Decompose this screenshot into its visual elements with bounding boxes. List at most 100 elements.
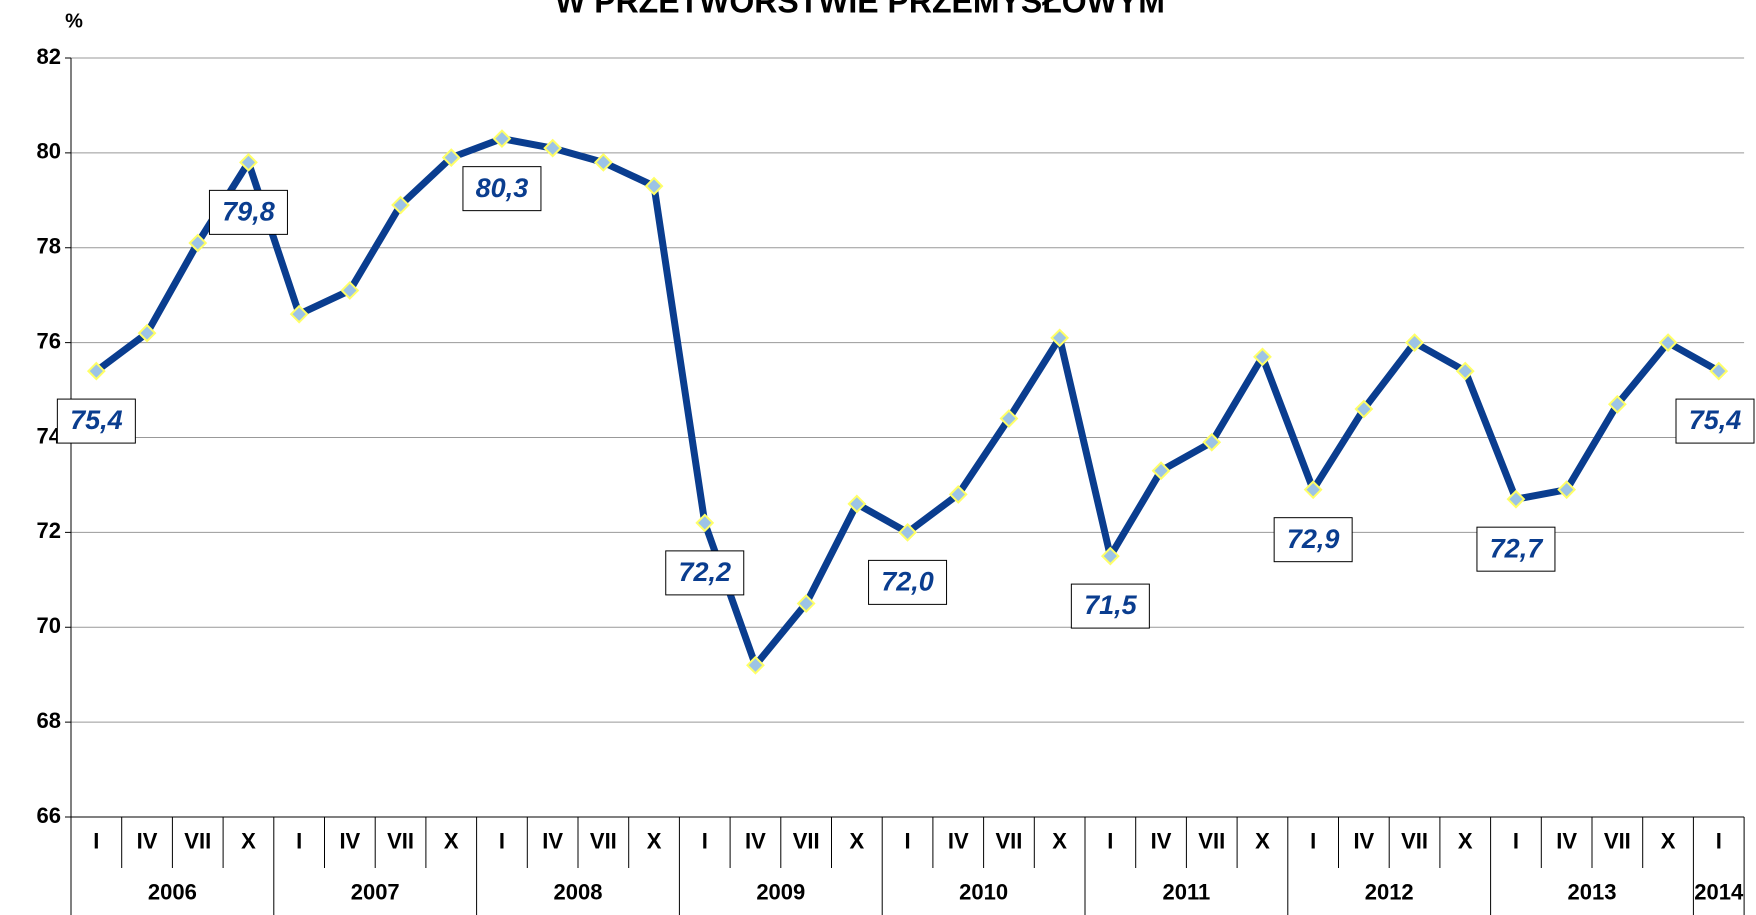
year-label: 2011 bbox=[1163, 879, 1211, 904]
x-tick-label: VII bbox=[1604, 828, 1631, 853]
marker bbox=[543, 138, 563, 158]
marker bbox=[999, 409, 1019, 428]
y-tick-label: 80 bbox=[37, 139, 61, 164]
x-tick-label: X bbox=[1458, 828, 1473, 853]
marker bbox=[593, 152, 613, 172]
marker bbox=[1354, 399, 1374, 419]
x-tick-label: VII bbox=[1198, 828, 1225, 853]
year-label: 2009 bbox=[756, 879, 805, 904]
value-label-box bbox=[1476, 526, 1556, 572]
y-tick-label: 70 bbox=[37, 613, 61, 638]
marker bbox=[1202, 432, 1222, 452]
x-tick-label: I bbox=[93, 828, 99, 853]
value-label-box bbox=[1273, 517, 1353, 563]
y-tick-label: 66 bbox=[37, 803, 61, 828]
value-label: 72,2 bbox=[678, 557, 731, 587]
year-label: 2010 bbox=[959, 879, 1008, 904]
x-tick-label: X bbox=[850, 828, 865, 853]
chart-title: W PRZETWÓRSTWIE PRZEMYSŁOWYM bbox=[555, 0, 1165, 19]
marker bbox=[644, 176, 664, 196]
marker bbox=[1151, 461, 1171, 481]
x-tick-label: I bbox=[1310, 828, 1316, 853]
x-tick-label: I bbox=[296, 828, 302, 853]
value-label: 72,0 bbox=[881, 567, 934, 597]
marker bbox=[948, 485, 968, 504]
marker bbox=[492, 129, 512, 149]
marker bbox=[86, 361, 106, 381]
x-tick-label: IV bbox=[137, 828, 158, 853]
value-label-box bbox=[208, 189, 288, 235]
x-tick-label: I bbox=[1107, 828, 1113, 853]
y-tick-label: 76 bbox=[37, 328, 61, 353]
value-label-box bbox=[56, 398, 136, 444]
x-tick-label: X bbox=[1255, 828, 1270, 853]
marker bbox=[1607, 394, 1627, 414]
x-tick-label: X bbox=[444, 828, 459, 853]
x-tick-label: I bbox=[1716, 828, 1722, 853]
year-label: 2013 bbox=[1568, 879, 1617, 904]
x-tick-label: I bbox=[1513, 828, 1519, 853]
marker bbox=[1253, 347, 1272, 367]
marker bbox=[239, 152, 258, 172]
x-tick-label: IV bbox=[745, 828, 766, 853]
value-label: 75,4 bbox=[1689, 405, 1742, 435]
x-tick-label: X bbox=[647, 828, 662, 853]
marker bbox=[898, 522, 917, 542]
marker bbox=[1455, 361, 1475, 381]
marker bbox=[188, 233, 208, 253]
marker bbox=[1100, 546, 1120, 566]
y-tick-label: 68 bbox=[37, 708, 61, 733]
value-label-box bbox=[462, 166, 542, 212]
marker bbox=[695, 513, 715, 533]
x-tick-label: IV bbox=[1151, 828, 1172, 853]
x-tick-label: X bbox=[1661, 828, 1676, 853]
year-label: 2008 bbox=[554, 879, 603, 904]
marker bbox=[1303, 480, 1323, 500]
value-label: 75,4 bbox=[70, 405, 123, 435]
value-label-box bbox=[1070, 583, 1150, 629]
marker bbox=[1709, 361, 1729, 381]
x-tick-label: X bbox=[241, 828, 256, 853]
value-label-box bbox=[868, 559, 948, 605]
year-label: 2006 bbox=[148, 879, 197, 904]
x-tick-label: IV bbox=[1353, 828, 1374, 853]
x-tick-label: VII bbox=[590, 828, 617, 853]
value-label: 79,8 bbox=[222, 196, 275, 226]
x-tick-label: IV bbox=[339, 828, 360, 853]
x-tick-label: I bbox=[904, 828, 910, 853]
marker bbox=[137, 323, 157, 343]
marker bbox=[441, 148, 461, 168]
x-tick-label: VII bbox=[995, 828, 1022, 853]
marker bbox=[289, 304, 309, 324]
value-label: 71,5 bbox=[1084, 590, 1138, 620]
marker bbox=[1506, 489, 1526, 509]
marker bbox=[391, 195, 410, 215]
marker bbox=[796, 594, 816, 613]
x-tick-label: VII bbox=[184, 828, 211, 853]
x-tick-label: IV bbox=[542, 828, 563, 853]
value-label: 72,9 bbox=[1287, 524, 1340, 554]
x-tick-label: IV bbox=[1556, 828, 1577, 853]
year-label: 2014 bbox=[1694, 879, 1744, 904]
value-label-box bbox=[1675, 398, 1755, 444]
year-label: 2012 bbox=[1365, 879, 1414, 904]
value-label: 72,7 bbox=[1490, 533, 1545, 563]
year-label: 2007 bbox=[351, 879, 400, 904]
marker bbox=[1658, 333, 1678, 353]
x-tick-label: X bbox=[1052, 828, 1067, 853]
marker bbox=[1557, 480, 1577, 500]
x-tick-label: I bbox=[499, 828, 505, 853]
marker bbox=[746, 655, 765, 675]
marker bbox=[340, 281, 360, 300]
x-tick-label: VII bbox=[387, 828, 414, 853]
marker bbox=[847, 494, 867, 514]
marker bbox=[1050, 328, 1070, 348]
y-tick-label: 72 bbox=[37, 518, 61, 543]
x-tick-label: IV bbox=[948, 828, 969, 853]
value-label: 80,3 bbox=[476, 173, 529, 203]
value-label-box bbox=[665, 550, 745, 596]
y-axis-label: % bbox=[65, 10, 83, 32]
x-tick-label: I bbox=[702, 828, 708, 853]
y-tick-label: 78 bbox=[37, 234, 61, 259]
